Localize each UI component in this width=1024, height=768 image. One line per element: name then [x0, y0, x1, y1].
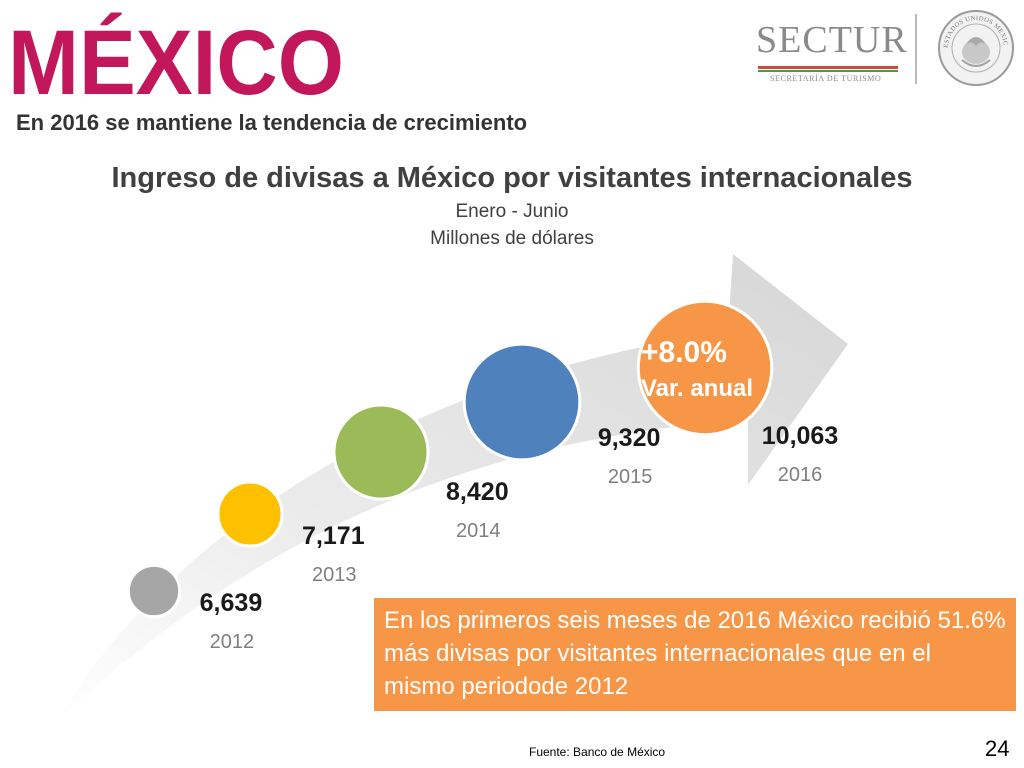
data-bubble-2014	[332, 403, 430, 501]
mexico-logo: MÉXICO	[8, 11, 344, 106]
sectur-logo-text: SECTUR	[756, 19, 908, 61]
year-label-2016: 2016	[778, 464, 823, 486]
annotation-value: +8.0%	[641, 336, 727, 369]
page-number: 24	[985, 736, 1010, 761]
sectur-green-line	[758, 70, 898, 72]
value-label-2014: 8,420	[446, 478, 509, 506]
chart-units: Millones de dólares	[430, 228, 594, 249]
mexico-logo-text: MÉXICO	[8, 11, 344, 106]
source-note: Fuente: Banco de México	[529, 745, 666, 759]
slide-subtitle: En 2016 se mantiene la tendencia de crec…	[16, 110, 528, 135]
sectur-red-line	[758, 66, 898, 69]
callout-box: En los primeros seis meses de 2016 Méxic…	[374, 598, 1016, 711]
sectur-logo: SECTUR SECRETARÍA DE TURISMO	[748, 14, 908, 84]
value-label-2015: 9,320	[598, 424, 661, 452]
data-bubble-2012	[126, 563, 182, 619]
national-seal-icon: ESTADOS UNIDOS MEXICANOS	[936, 8, 1014, 86]
data-bubble-2015	[462, 342, 582, 462]
year-label-2015: 2015	[608, 466, 653, 488]
data-bubble-2016	[636, 299, 774, 437]
year-label-2013: 2013	[312, 564, 357, 586]
chart-period: Enero - Junio	[455, 201, 569, 222]
chart-title: Ingreso de divisas a México por visitant…	[111, 162, 913, 194]
year-label-2012: 2012	[210, 631, 255, 653]
header-divider	[915, 14, 917, 84]
value-label-2016: 10,063	[762, 422, 838, 450]
value-label-2012: 6,639	[200, 589, 263, 617]
annotation-label: Var. anual	[641, 375, 753, 402]
sectur-logo-subtext: SECRETARÍA DE TURISMO	[770, 74, 882, 83]
data-bubble-2013	[216, 480, 284, 548]
value-label-2013: 7,171	[302, 522, 365, 550]
year-label-2014: 2014	[456, 520, 501, 542]
